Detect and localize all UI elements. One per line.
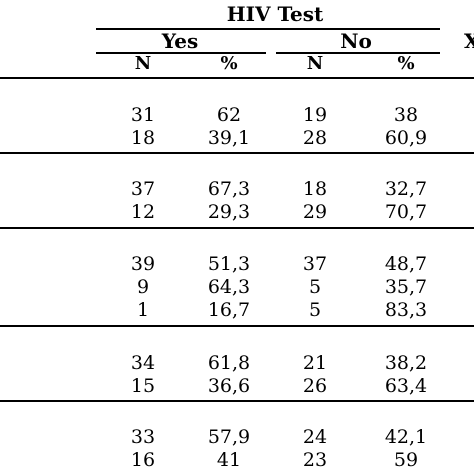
group-separator-rule — [0, 227, 474, 229]
cell-no-pct: 32,7 — [384, 178, 428, 200]
subheader-no-pct: % — [397, 53, 415, 74]
cell-yes-pct: 16,7 — [207, 299, 251, 321]
cell-no-pct: 60,9 — [384, 127, 428, 149]
cell-yes-n: 37 — [130, 178, 156, 200]
cell-yes-n: 18 — [130, 127, 156, 149]
cell-no-pct: 70,7 — [384, 201, 428, 223]
subheader-yes-n: N — [134, 53, 152, 74]
cell-yes-pct: 67,3 — [207, 178, 251, 200]
column-header-yes: Yes — [161, 29, 199, 53]
group-header-hiv-test: HIV Test — [226, 2, 324, 26]
cell-no-n: 28 — [302, 127, 328, 149]
cell-yes-pct: 64,3 — [207, 276, 251, 298]
cell-no-pct: 38 — [393, 104, 419, 126]
header-bottom-rule — [0, 77, 474, 79]
cell-no-n: 29 — [302, 201, 328, 223]
cell-yes-n: 16 — [130, 449, 156, 471]
cell-yes-n: 33 — [130, 426, 156, 448]
no-underline — [276, 52, 440, 54]
cell-yes-pct: 29,3 — [207, 201, 251, 223]
column-header-no: No — [340, 29, 372, 53]
cell-yes-n: 1 — [136, 299, 150, 321]
group-separator-rule — [0, 152, 474, 154]
cell-yes-n: 31 — [130, 104, 156, 126]
cell-yes-n: 9 — [136, 276, 150, 298]
cell-yes-pct: 61,8 — [207, 352, 251, 374]
cell-yes-n: 39 — [130, 253, 156, 275]
cell-no-n: 23 — [302, 449, 328, 471]
cell-no-pct: 48,7 — [384, 253, 428, 275]
cell-no-n: 5 — [308, 276, 322, 298]
group-separator-rule — [0, 400, 474, 402]
cell-no-n: 5 — [308, 299, 322, 321]
cell-yes-pct: 36,6 — [207, 375, 251, 397]
cell-yes-pct: 62 — [216, 104, 242, 126]
cell-no-n: 21 — [302, 352, 328, 374]
cell-no-pct: 63,4 — [384, 375, 428, 397]
cell-no-pct: 59 — [393, 449, 419, 471]
cell-yes-pct: 39,1 — [207, 127, 251, 149]
subheader-no-n: N — [306, 53, 324, 74]
group-separator-rule — [0, 325, 474, 327]
cell-no-n: 37 — [302, 253, 328, 275]
cell-yes-pct: 51,3 — [207, 253, 251, 275]
cell-no-pct: 38,2 — [384, 352, 428, 374]
cell-no-n: 24 — [302, 426, 328, 448]
hiv-test-underline — [96, 28, 440, 30]
cell-no-pct: 42,1 — [384, 426, 428, 448]
cell-yes-n: 15 — [130, 375, 156, 397]
column-header-clipped: X — [464, 29, 474, 53]
cell-no-pct: 35,7 — [384, 276, 428, 298]
cell-yes-pct: 41 — [216, 449, 242, 471]
subheader-yes-pct: % — [220, 53, 238, 74]
cell-yes-n: 12 — [130, 201, 156, 223]
cell-no-pct: 83,3 — [384, 299, 428, 321]
cell-yes-n: 34 — [130, 352, 156, 374]
yes-underline — [96, 52, 266, 54]
cell-no-n: 26 — [302, 375, 328, 397]
cell-no-n: 18 — [302, 178, 328, 200]
cell-no-n: 19 — [302, 104, 328, 126]
cell-yes-pct: 57,9 — [207, 426, 251, 448]
